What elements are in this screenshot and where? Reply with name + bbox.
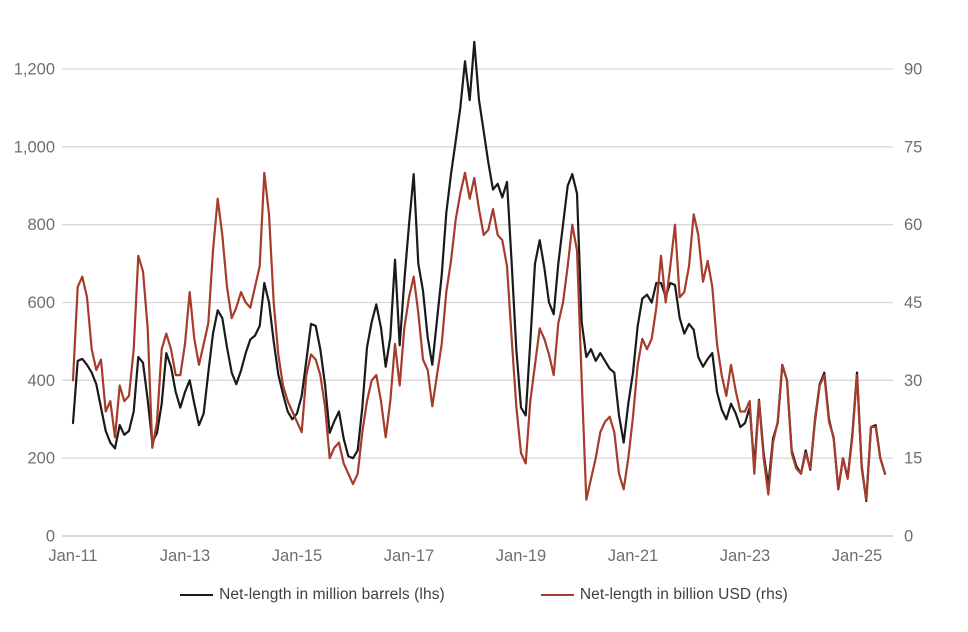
x-axis-tick-label: Jan-13 [160,547,210,565]
x-axis-tick-label: Jan-11 [48,547,97,565]
y-axis-left-tick-label: 800 [27,216,55,234]
y-axis-right-tick-label: 15 [904,450,922,468]
legend-label-billion-usd: Net-length in billion USD (rhs) [579,586,788,603]
x-axis-tick-label: Jan-23 [720,547,770,565]
x-axis-tick-label: Jan-25 [832,547,882,565]
chart-legend: Net-length in million barrels (lhs) Net-… [0,586,968,604]
y-axis-right-tick-label: 30 [904,372,922,390]
y-axis-left-tick-label: 400 [27,372,55,390]
legend-item-billion-usd: Net-length in billion USD (rhs) [540,586,788,604]
legend-label-million-barrels: Net-length in million barrels (lhs) [219,586,445,603]
x-axis-tick-label: Jan-19 [496,547,546,565]
series-line-million-barrels [71,40,887,503]
x-axis-tick-label: Jan-21 [608,547,658,565]
series-line-billion-usd [71,171,887,501]
line-chart-svg: 0 0 200 15 400 30 600 45 800 60 1,000 75 1,200 90 Jan-… [14,40,922,565]
y-axis-right-tick-label: 75 [904,138,922,156]
y-axis-right-tick-label: 90 [904,61,922,79]
legend-line-red-icon [540,594,574,596]
x-axis-tick-label: Jan-17 [384,547,434,565]
y-axis-left-tick-label: 600 [27,294,55,312]
y-axis-left-tick-label: 200 [27,450,55,468]
x-axis-tick-label: Jan-15 [272,547,322,565]
y-axis-left-tick-label: 0 [46,528,55,546]
legend-line-black-icon [180,594,214,596]
legend-item-million-barrels: Net-length in million barrels (lhs) [180,586,445,604]
y-axis-right-tick-label: 60 [904,216,922,234]
y-axis-right-tick-label: 0 [904,528,913,546]
y-axis-left-tick-label: 1,200 [14,61,55,79]
y-axis-right-tick-label: 45 [904,294,922,312]
y-axis-left-tick-label: 1,000 [14,138,55,156]
